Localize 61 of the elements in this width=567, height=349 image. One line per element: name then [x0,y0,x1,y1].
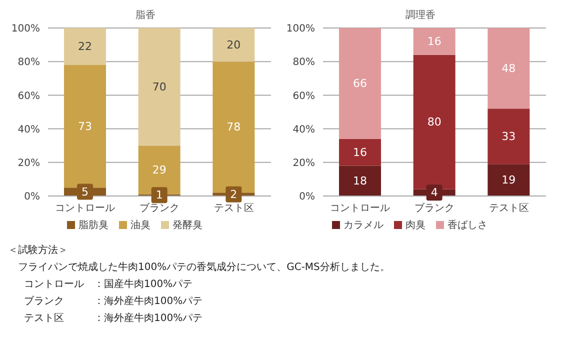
y-tick-label: 80% [292,57,315,68]
data-label: 18 [353,174,367,188]
y-tick-label: 0% [24,192,40,203]
data-label: 5 [82,185,88,198]
y-tick-label: 0% [299,192,315,203]
data-label: 78 [226,120,241,134]
data-label: 19 [502,174,516,187]
y-tick-label: 20% [292,158,315,169]
y-tick-label: 40% [292,124,315,136]
bar [138,28,180,146]
legend-label: 発酵臭 [172,220,202,231]
text: コントロール ：国産牛肉100%パテ [23,278,194,292]
bar [488,28,530,109]
legend-label: カラメル [344,220,384,231]
y-tick-label: 40% [18,124,40,136]
chart-title: 調理香 [404,8,436,22]
y-tick-label: 100% [286,24,315,35]
legend-label: 肉臭 [406,220,426,231]
data-label: 70 [152,80,166,94]
bar [339,166,381,196]
bar [413,54,456,190]
data-label: 1 [156,188,163,202]
x-tick-label: ブランク [414,202,454,214]
data-label: 66 [353,76,367,90]
text: フライパンで焼成した牛肉100%パテの香気成分について、GC-MS分析しました。 [17,260,391,275]
bar [64,28,106,65]
legend-label: 油臭 [130,220,150,231]
x-tick-label: ブランク [140,202,180,214]
data-label: 20 [226,38,241,52]
data-label: 16 [427,34,442,48]
data-label: 2 [230,188,238,201]
x-tick-label: コントロール [55,203,116,214]
bar [413,28,456,55]
legend-label: 脂肪臭 [78,220,108,231]
data-label: 33 [502,130,516,143]
bar [488,108,530,164]
y-tick-label: 100% [11,24,40,35]
data-label: 16 [353,146,367,159]
text: ＜試験方法＞ [8,244,69,258]
bar [64,64,106,188]
x-tick-label: コントロール [330,203,390,214]
y-tick-label: 60% [18,90,40,102]
bar [212,28,255,62]
bar [339,28,381,139]
text: テスト区 ：海外産牛肉100%パテ [23,312,204,326]
data-label: 80 [427,116,442,129]
y-tick-label: 80% [18,57,40,68]
data-label: 4 [430,186,438,200]
data-label: 29 [152,163,166,176]
data-label: 22 [78,40,92,53]
x-tick-label: テスト区 [214,203,254,214]
y-tick-label: 20% [18,158,40,169]
data-label: 48 [502,62,516,75]
x-tick-label: テスト区 [488,203,529,214]
y-tick-label: 60% [292,90,315,102]
bar [339,138,381,166]
chart-title: 脂香 [134,8,156,22]
bar [488,164,530,196]
text: ブランク ：海外産牛肉100%パテ [23,294,204,309]
legend-label: 香ばしさ [448,220,488,231]
data-label: 73 [78,120,92,133]
